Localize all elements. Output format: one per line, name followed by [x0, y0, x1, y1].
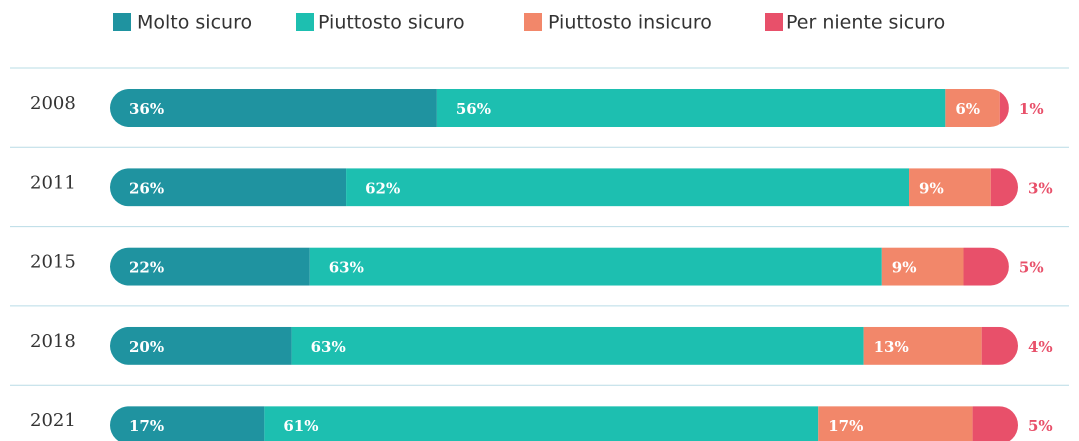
bar-row: [110, 326, 1018, 365]
data-label: 17%: [828, 417, 863, 435]
bar-segment: [110, 247, 310, 286]
bar-segment: [436, 89, 946, 127]
data-label: 63%: [329, 259, 364, 277]
bar-segment: [110, 406, 265, 441]
bar-segment: [110, 326, 292, 365]
data-label: 26%: [129, 179, 164, 197]
legend-label: Piuttosto insicuro: [548, 12, 712, 34]
data-label: 61%: [283, 417, 318, 435]
y-tick-label: 2011: [30, 172, 76, 193]
legend-label: Molto sicuro: [137, 12, 252, 34]
data-label: 62%: [365, 179, 400, 197]
legend-label: Piuttosto sicuro: [318, 12, 465, 34]
bar-segment: [110, 168, 347, 207]
y-tick-label: 2018: [30, 331, 76, 352]
bar-segment: [818, 406, 973, 441]
data-label: 5%: [1019, 259, 1044, 277]
y-tick-label: 2021: [30, 410, 76, 431]
bar-segment: [291, 326, 864, 365]
legend-swatch: [765, 13, 783, 31]
y-tick-label: 2008: [30, 93, 76, 114]
bar-segment: [990, 168, 1018, 207]
data-label: 36%: [129, 100, 164, 118]
data-label: 17%: [129, 417, 164, 435]
bar-segment: [981, 326, 1018, 365]
y-tick-label: 2015: [30, 252, 76, 273]
bar-row: [110, 247, 1009, 286]
data-label: 56%: [456, 100, 491, 118]
bar-segment: [881, 247, 964, 286]
bar-segment: [309, 247, 882, 286]
data-label: 9%: [919, 179, 944, 197]
data-label: 5%: [1028, 417, 1053, 435]
bar-segment: [972, 406, 1018, 441]
data-label: 22%: [129, 259, 164, 277]
bar-segment: [110, 89, 437, 127]
bar-segment: [963, 247, 1009, 286]
legend-label: Per niente sicuro: [786, 12, 945, 34]
data-label: 63%: [311, 338, 346, 356]
data-label: 9%: [892, 259, 917, 277]
data-label: 13%: [874, 338, 909, 356]
bar-segment: [863, 326, 982, 365]
bar-row: [110, 168, 1018, 207]
data-label: 3%: [1028, 179, 1053, 197]
bar-segment: [999, 89, 1009, 127]
data-label: 6%: [955, 100, 980, 118]
data-label: 1%: [1019, 100, 1044, 118]
bar-segment: [945, 89, 1000, 127]
bar-row: [110, 89, 1009, 127]
bar-segment: [346, 168, 910, 207]
legend-swatch: [113, 13, 131, 31]
bar-segment: [264, 406, 819, 441]
bar-row: [110, 406, 1018, 441]
bar-segment: [909, 168, 991, 207]
data-label: 4%: [1028, 338, 1053, 356]
data-label: 20%: [129, 338, 164, 356]
legend-swatch: [296, 13, 314, 31]
legend-swatch: [524, 13, 542, 31]
